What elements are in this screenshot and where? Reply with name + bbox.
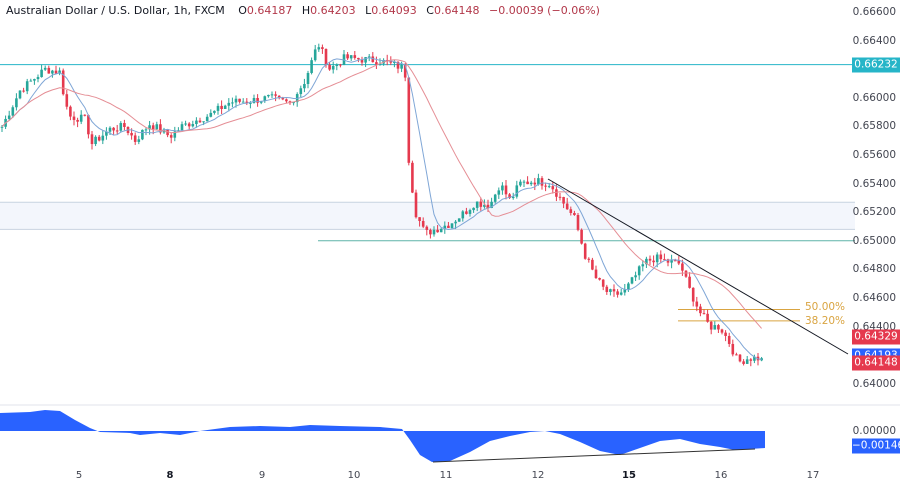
oscillator-area: [0, 410, 765, 462]
time-tick-label: 9: [258, 470, 266, 481]
price-tick-label: 0.64000: [852, 377, 896, 390]
price-tick-label: 0.64800: [852, 263, 896, 276]
time-tick-label: 5: [75, 470, 83, 481]
price-tag: 0.64329: [852, 329, 900, 345]
fast-ma-line: [1, 57, 762, 360]
oscillator-current-tag: −0.00146: [852, 438, 900, 454]
high-value: H0.64203: [301, 4, 356, 17]
time-tick-label: 16: [714, 470, 728, 481]
price-tick-label: 0.66000: [852, 91, 896, 104]
downtrend-line: [547, 178, 849, 355]
price-tag: 0.64148: [852, 355, 900, 371]
open-value: O0.64187: [238, 4, 293, 17]
price-tag: 0.66232: [852, 57, 900, 73]
price-tick-label: 0.65600: [852, 149, 896, 161]
fib-382-label: 38.20%: [805, 315, 846, 327]
slow-ma-line: [1, 59, 762, 329]
time-tick-label: 10: [347, 470, 361, 481]
time-tick-label: 15: [622, 470, 636, 481]
oscillator-zero-label: 0.00000: [852, 425, 896, 437]
change-value: −0.00039 (−0.06%): [488, 4, 600, 17]
time-tick-label: 12: [531, 470, 545, 481]
support-zone: [0, 202, 855, 230]
price-tick-label: 0.66600: [852, 6, 896, 18]
oscillator-divergence-line: [432, 448, 756, 463]
time-tick-label: 8: [166, 470, 174, 481]
close-value: C0.64148: [426, 4, 480, 17]
price-tick-label: 0.65000: [852, 234, 896, 247]
chart-legend: Australian Dollar / U.S. Dollar, 1h, FXC…: [6, 4, 600, 17]
price-tick-label: 0.65400: [852, 177, 896, 190]
price-tick-label: 0.65200: [852, 206, 896, 219]
fib-50-label: 50.00%: [805, 301, 846, 313]
price-tick-label: 0.65800: [852, 120, 896, 133]
low-value: L0.64093: [365, 4, 417, 17]
price-tick-label: 0.64600: [852, 292, 896, 304]
symbol-title: Australian Dollar / U.S. Dollar, 1h, FXC…: [6, 4, 225, 17]
time-tick-label: 11: [439, 470, 453, 481]
price-tick-label: 0.66400: [852, 34, 896, 47]
time-tick-label: 17: [806, 470, 820, 481]
